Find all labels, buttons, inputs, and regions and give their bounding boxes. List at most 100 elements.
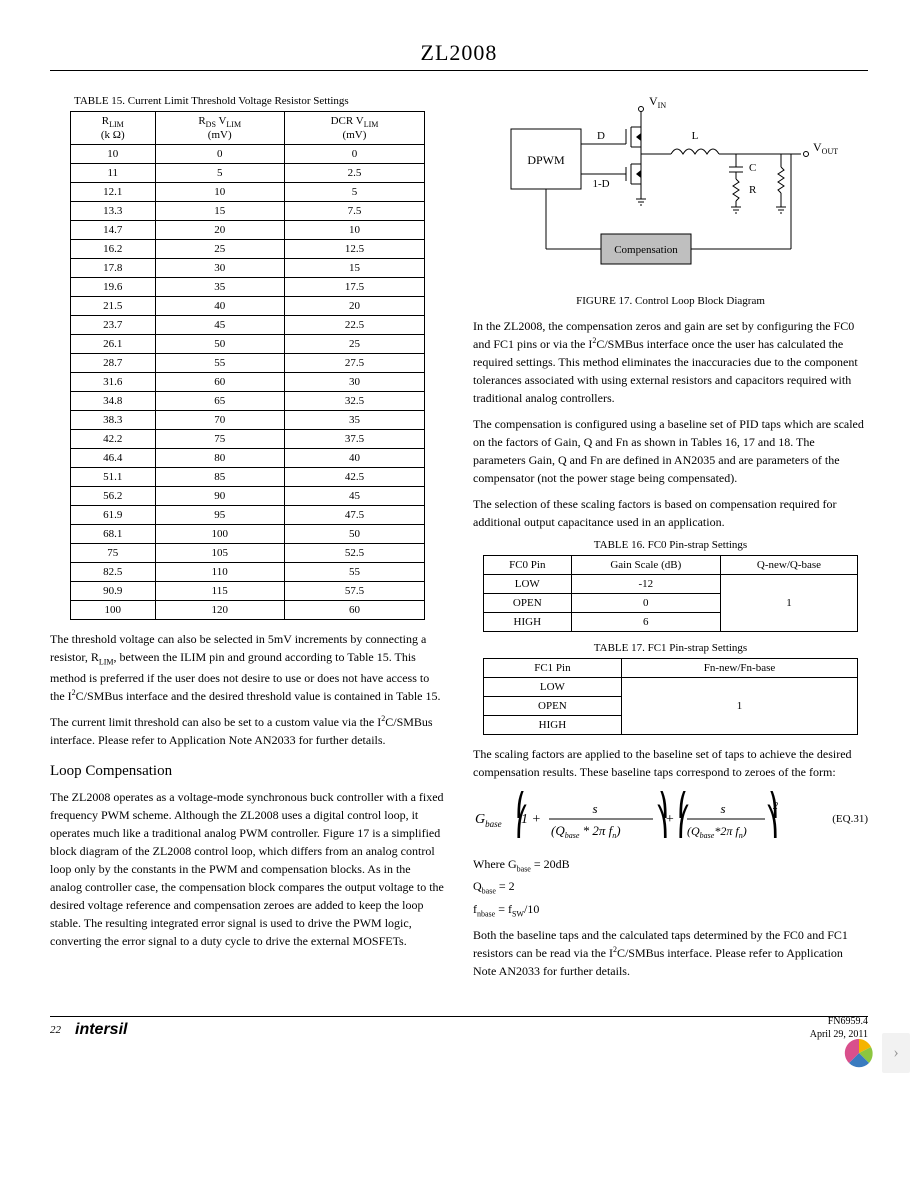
page-footer: 22 intersil — [50, 1016, 868, 1039]
where-q: Qbase = 2 — [473, 879, 868, 895]
table-cell: 120 — [155, 601, 284, 620]
svg-text:+: + — [665, 812, 674, 827]
table-cell: 10 — [70, 145, 155, 164]
doc-number: FN6959.4 — [810, 1015, 868, 1028]
table-cell: HIGH — [483, 716, 621, 735]
table-cell: 35 — [284, 411, 425, 430]
figure17-diagram: DPWM D 1-D — [491, 89, 851, 289]
page-number: 22 — [50, 1024, 61, 1036]
equation-svg: Gbase ⎛ ⎛ 1 + s (Qbase * 2π fn) ⎞ ⎞ + ⎛ … — [473, 791, 783, 847]
table-cell: 7.5 — [284, 202, 425, 221]
table-cell: 21.5 — [70, 297, 155, 316]
table-cell: 32.5 — [284, 392, 425, 411]
svg-text:s: s — [592, 801, 597, 816]
right-column: DPWM D 1-D — [473, 89, 868, 988]
table-cell: 17.5 — [284, 278, 425, 297]
table17: FC1 Pin Fn-new/Fn-base LOW 1 OPEN HIGH — [483, 658, 858, 735]
table-cell: 75 — [155, 430, 284, 449]
table-cell: 5 — [284, 183, 425, 202]
svg-text:R: R — [749, 184, 757, 196]
table-cell: 37.5 — [284, 430, 425, 449]
table-cell: 61.9 — [70, 506, 155, 525]
brand-logo-text: intersil — [75, 1021, 127, 1039]
table-cell: 28.7 — [70, 354, 155, 373]
svg-text:Compensation: Compensation — [614, 244, 678, 256]
svg-text:DPWM: DPWM — [527, 153, 565, 167]
table17-header-2: Fn-new/Fn-base — [621, 659, 857, 678]
table-cell: 2.5 — [284, 164, 425, 183]
table-cell: OPEN — [483, 697, 621, 716]
table-cell: 5 — [155, 164, 284, 183]
table-cell: 45 — [284, 487, 425, 506]
table-cell: OPEN — [483, 594, 571, 613]
svg-text:L: L — [691, 130, 698, 142]
table-cell: 30 — [155, 259, 284, 278]
right-paragraph-4: The scaling factors are applied to the b… — [473, 745, 868, 781]
table-cell: 19.6 — [70, 278, 155, 297]
table-cell: 30 — [284, 373, 425, 392]
svg-text:1-D: 1-D — [592, 178, 609, 190]
table-cell: 25 — [284, 335, 425, 354]
right-paragraph-5: Both the baseline taps and the calculate… — [473, 926, 868, 980]
table-cell: 56.2 — [70, 487, 155, 506]
table-cell: 23.7 — [70, 316, 155, 335]
left-paragraph-3: The ZL2008 operates as a voltage-mode sy… — [50, 788, 445, 950]
table-cell: 20 — [155, 221, 284, 240]
table-cell: 55 — [155, 354, 284, 373]
table-cell: 85 — [155, 468, 284, 487]
title-rule — [50, 70, 868, 71]
table-cell: LOW — [483, 678, 621, 697]
table-cell: 0 — [571, 594, 720, 613]
table-cell: 90.9 — [70, 582, 155, 601]
table-cell: 52.5 — [284, 544, 425, 563]
table-cell: 15 — [155, 202, 284, 221]
left-column: TABLE 15. Current Limit Threshold Voltag… — [50, 89, 445, 988]
svg-text:2: 2 — [773, 801, 778, 812]
svg-text:VIN: VIN — [649, 94, 666, 110]
table-cell: 12.1 — [70, 183, 155, 202]
table-cell: LOW — [483, 575, 571, 594]
figure17-caption: FIGURE 17. Control Loop Block Diagram — [473, 295, 868, 307]
table-cell: 17.8 — [70, 259, 155, 278]
table-cell: 42.2 — [70, 430, 155, 449]
table-cell: 16.2 — [70, 240, 155, 259]
left-paragraph-1: The threshold voltage can also be select… — [50, 630, 445, 704]
table17-header-1: FC1 Pin — [483, 659, 621, 678]
table-cell: HIGH — [483, 613, 571, 632]
table-cell: 100 — [70, 601, 155, 620]
table16: FC0 Pin Gain Scale (dB) Q-new/Q-base LOW… — [483, 555, 858, 632]
page-nav-widget: › — [842, 1033, 910, 1073]
left-paragraph-2: The current limit threshold can also be … — [50, 713, 445, 749]
table-cell: 70 — [155, 411, 284, 430]
table-cell: 0 — [155, 145, 284, 164]
table-cell: 75 — [70, 544, 155, 563]
table-cell: 6 — [571, 613, 720, 632]
table-cell: 90 — [155, 487, 284, 506]
table-cell: 60 — [284, 601, 425, 620]
table15-caption: TABLE 15. Current Limit Threshold Voltag… — [74, 95, 445, 107]
table17-caption: TABLE 17. FC1 Pin-strap Settings — [473, 642, 868, 654]
table15-header-3: DCR VLIM (mV) — [284, 112, 425, 145]
table-cell: 60 — [155, 373, 284, 392]
table-cell: 51.1 — [70, 468, 155, 487]
table15-header-1: RLIM (k Ω) — [70, 112, 155, 145]
table-cell: 20 — [284, 297, 425, 316]
table-cell: 1 — [720, 575, 857, 632]
table-cell: 38.3 — [70, 411, 155, 430]
table-cell: 65 — [155, 392, 284, 411]
svg-text:s: s — [720, 801, 725, 816]
table-cell: 22.5 — [284, 316, 425, 335]
table-cell: 35 — [155, 278, 284, 297]
table16-header-3: Q-new/Q-base — [720, 556, 857, 575]
table-cell: 95 — [155, 506, 284, 525]
loop-compensation-heading: Loop Compensation — [50, 763, 445, 780]
svg-text:(Qbase * 2π fn): (Qbase * 2π fn) — [551, 823, 621, 840]
svg-text:⎛: ⎛ — [677, 791, 691, 819]
table-cell: 40 — [284, 449, 425, 468]
table15-header-2: RDS VLIM (mV) — [155, 112, 284, 145]
svg-text:1 +: 1 + — [521, 812, 541, 827]
next-page-button[interactable]: › — [882, 1033, 910, 1073]
table-cell: 1 — [621, 678, 857, 735]
svg-text:C: C — [749, 162, 756, 174]
equation-label: (EQ.31) — [832, 813, 868, 825]
